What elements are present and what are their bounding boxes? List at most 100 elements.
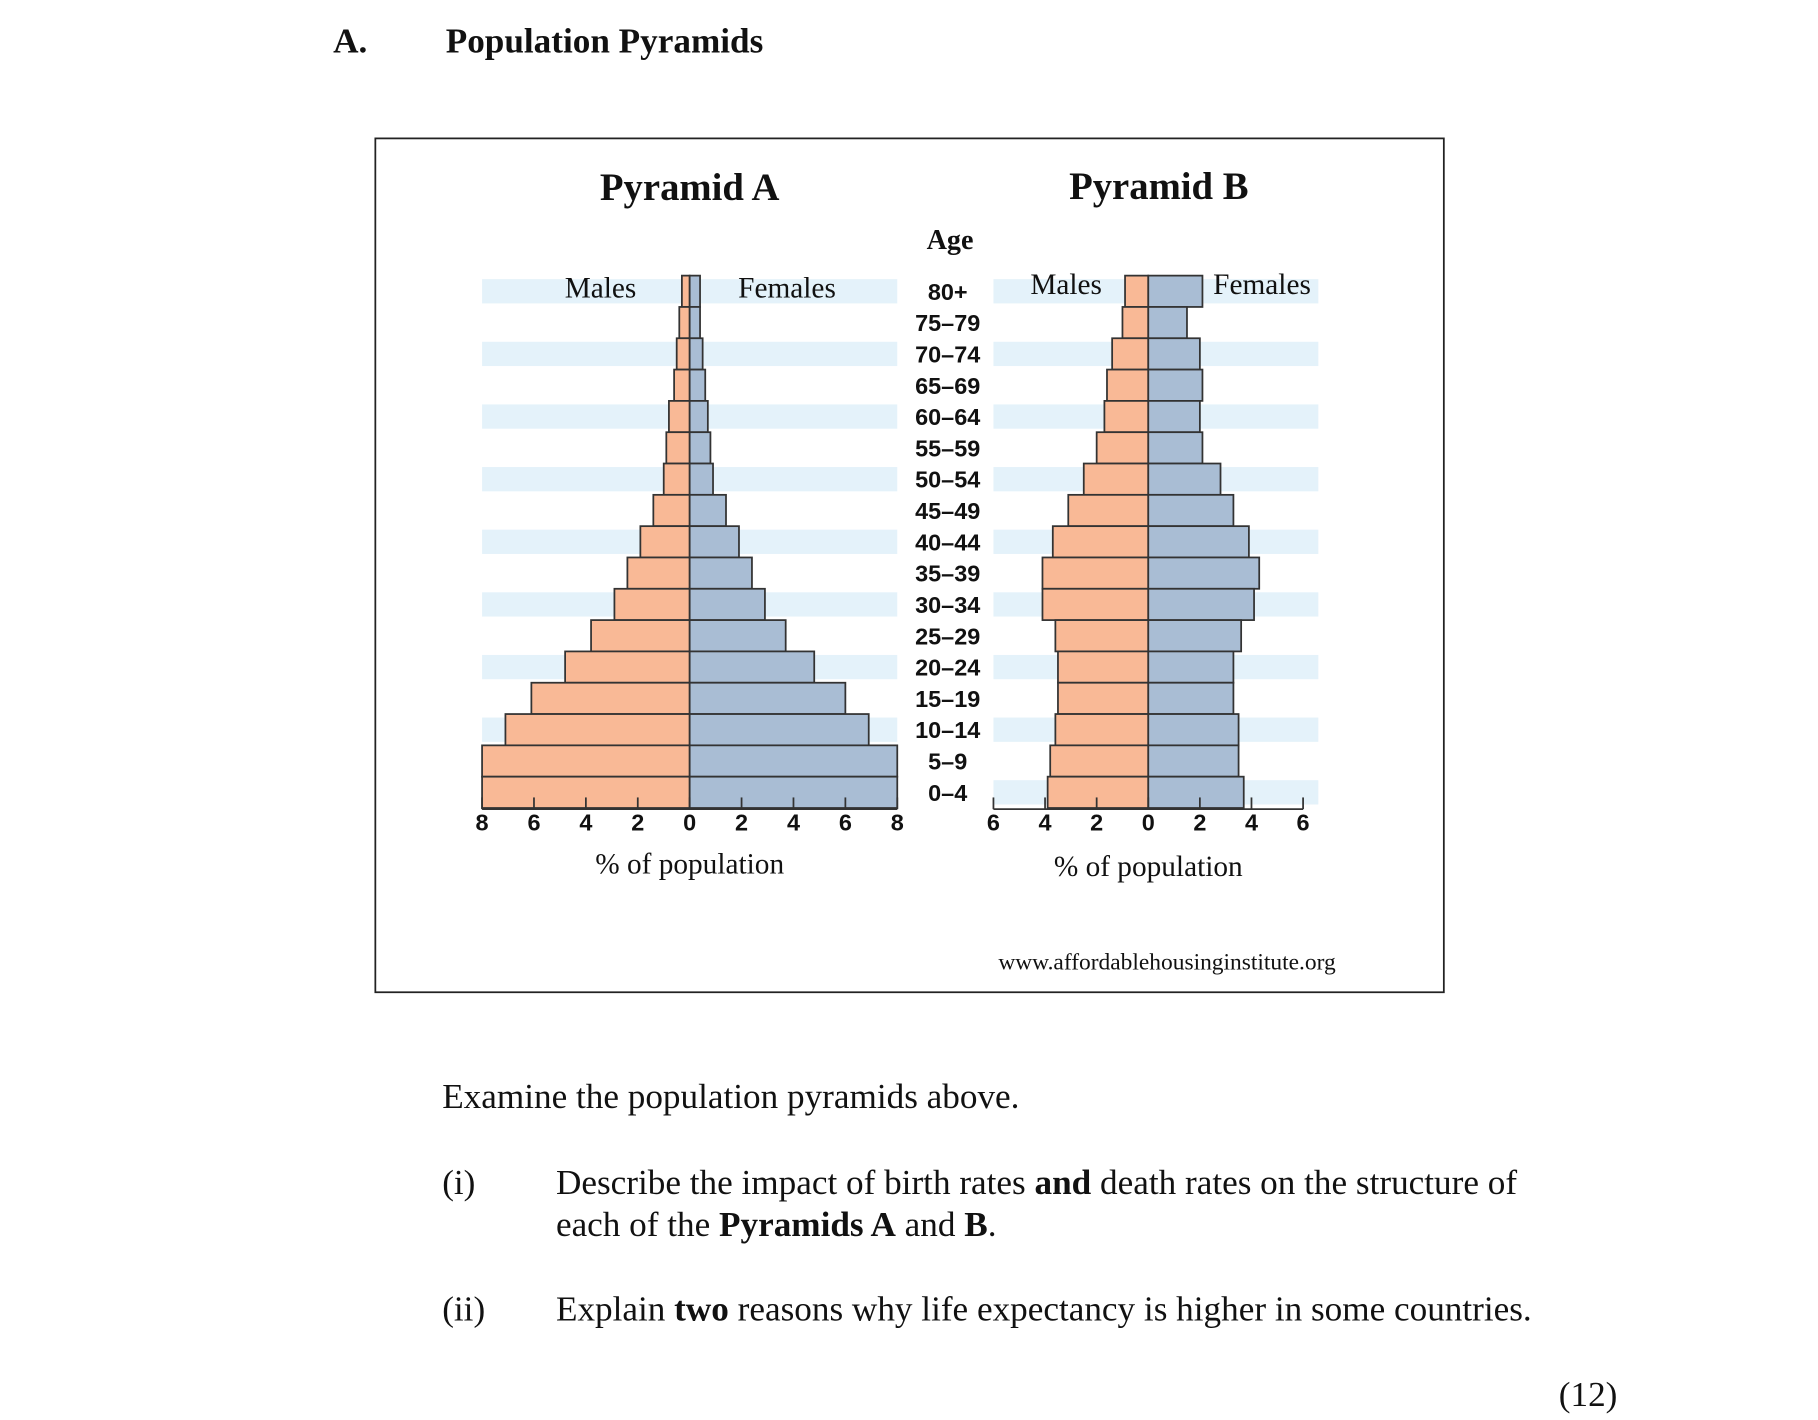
age-label: 10–14 [915,717,980,743]
age-label: 0–4 [928,780,967,806]
x-tick-label: 4 [787,810,800,836]
age-label: 40–44 [915,529,980,555]
female-bar [1147,587,1255,621]
female-bar [1147,337,1201,371]
male-bar [639,525,691,559]
age-axis-title: Age [927,225,974,256]
question-text-part: and [1035,1163,1092,1202]
marks: (12) [1559,1375,1618,1414]
female-bar [688,713,870,747]
female-bar [1147,368,1204,402]
x-tick-label: 0 [1142,810,1155,836]
question-text-part: reasons why life expectancy is higher in… [729,1290,1532,1329]
male-bar [665,431,691,465]
age-label: 5–9 [928,749,967,775]
x-tick-label: 8 [476,810,489,836]
male-bar [1049,744,1150,778]
male-bar [1041,556,1150,590]
male-bar [681,274,691,308]
section-title: Population Pyramids [446,22,764,61]
male-bar [1041,587,1150,621]
male-bar [1106,368,1150,402]
male-bar [564,650,691,684]
female-bar [1147,744,1240,778]
chart-title: Pyramid A [600,167,780,209]
male-bar [1057,681,1150,715]
x-tick-label: 4 [579,810,592,836]
male-bar [1046,775,1150,809]
instruction: Examine the population pyramids above. [442,1077,1019,1116]
x-tick-label: 2 [1090,810,1103,836]
male-bar [1054,619,1150,653]
female-bar [688,619,787,653]
figure-frame [374,137,1445,994]
female-bar [688,306,701,340]
legend-label: Females [1213,269,1311,301]
female-bar [688,400,709,434]
male-bar [613,587,691,621]
question-text-part: death rates on the structure of [1091,1163,1517,1202]
male-bar [1082,462,1150,496]
x-tick-label: 4 [1039,810,1052,836]
female-bar [1147,556,1261,590]
age-label: 55–59 [915,435,980,461]
male-bar [1095,431,1150,465]
x-axis-label: % of population [595,848,784,880]
female-bar [688,556,753,590]
source: www.affordablehousinginstitute.org [998,949,1336,975]
male-bar [1124,274,1150,308]
question-text-part: Pyramids A [719,1205,896,1244]
female-bar [688,587,766,621]
female-bar [1147,462,1222,496]
question-text-part: each of the [556,1205,719,1244]
age-label: 20–24 [915,655,980,681]
female-bar [688,462,714,496]
male-bar [668,400,691,434]
female-bar [1147,493,1235,528]
age-label: 60–64 [915,404,980,430]
x-tick-label: 4 [1245,810,1258,836]
question-number: (i) [442,1163,475,1202]
male-bar [626,556,691,590]
male-bar [590,619,691,653]
male-bar [673,368,691,402]
legend-label: Males [1030,269,1102,301]
age-label: 45–49 [915,498,980,524]
male-bar [1054,713,1150,747]
question-text-part: . [988,1205,997,1244]
female-bar [688,274,701,308]
male-bar [675,337,691,371]
section-label: A. [333,22,367,61]
x-tick-label: 6 [839,810,852,836]
female-bar [1147,400,1201,434]
age-label: 50–54 [915,467,980,493]
age-label: 80+ [928,279,968,305]
question-text-part: Describe the impact of birth rates [556,1163,1035,1202]
female-bar [1147,274,1204,308]
question-text: Explain two reasons why life expectancy … [556,1290,1532,1329]
male-bar [504,713,691,747]
male-bar [1103,400,1150,434]
male-bar [1111,337,1150,371]
question-number: (ii) [442,1290,485,1329]
legend-label: Males [565,273,637,305]
x-tick-label: 6 [527,810,540,836]
male-bar [530,681,691,715]
female-bar [688,368,707,402]
question-text-part: B [964,1205,987,1244]
female-bar [1147,681,1235,715]
female-bar [1147,306,1188,340]
female-bar [688,493,727,528]
female-bar [688,650,816,684]
x-tick-label: 8 [891,810,904,836]
chart-title: Pyramid B [1069,166,1248,208]
question-text-part: and [896,1205,964,1244]
female-bar [1147,619,1243,653]
female-bar [688,525,740,559]
age-label: 15–19 [915,686,980,712]
x-tick-label: 2 [631,810,644,836]
female-bar [688,744,899,778]
x-tick-label: 2 [1193,810,1206,836]
